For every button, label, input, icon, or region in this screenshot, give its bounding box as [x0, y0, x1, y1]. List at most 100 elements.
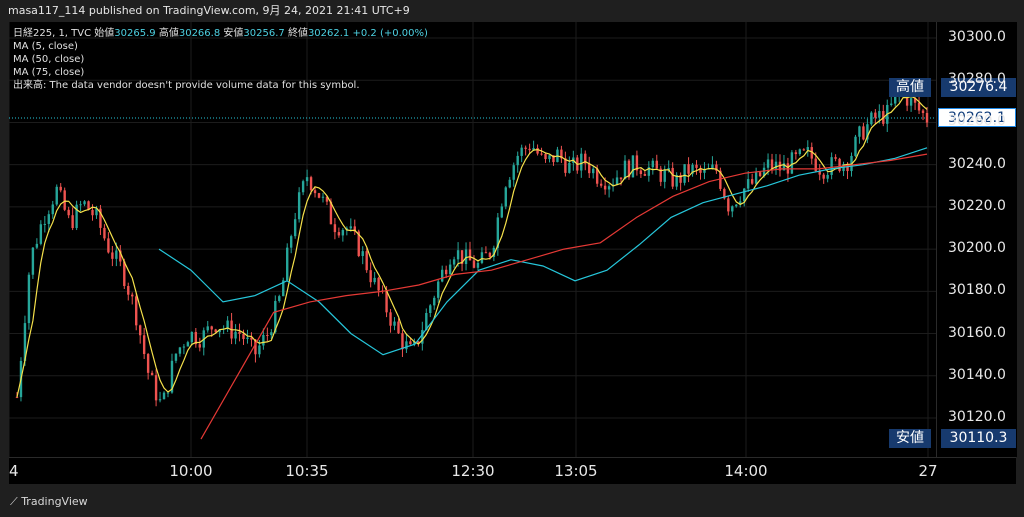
y-tick-label: 30300.0 [948, 29, 1006, 45]
high-tag-label: 高値 [889, 78, 931, 97]
candle-body [448, 264, 452, 275]
candle-body [619, 177, 623, 180]
candle-body [874, 112, 877, 118]
candle-body [305, 177, 309, 182]
publisher-text: masa117_114 published on TradingView.com… [8, 4, 410, 17]
candle-body [548, 155, 551, 160]
candle-body [480, 252, 484, 263]
candle-body [790, 152, 794, 174]
candle-body [158, 399, 162, 401]
candle-body [142, 335, 146, 355]
candle-body [39, 224, 43, 244]
candle-body [59, 186, 62, 191]
candle-body [429, 305, 432, 314]
change-value: +0.2 (+0.00%) [352, 28, 428, 39]
candle-body [750, 179, 754, 184]
candle-body [55, 186, 58, 205]
candle-body [63, 190, 66, 210]
price-chart[interactable] [8, 22, 936, 457]
candle-body [321, 196, 325, 198]
candle-body [377, 277, 380, 291]
candle-body [190, 332, 194, 343]
candle-body [218, 329, 221, 333]
candle-body [31, 247, 35, 275]
candle-body [365, 251, 368, 271]
candle-body [909, 98, 913, 106]
candle-body [655, 160, 658, 169]
candle-body [444, 269, 448, 275]
tradingview-logo[interactable]: ⟋ TradingView [10, 495, 88, 509]
candle-body [925, 113, 929, 123]
candle-body [854, 136, 857, 156]
candle-body [754, 172, 758, 184]
candle-body [826, 174, 829, 179]
high-tag-value: 30276.4 [941, 78, 1016, 97]
candle-body [500, 206, 504, 218]
candle-body [476, 262, 480, 268]
candle-body [206, 326, 209, 331]
candle-body [917, 102, 921, 111]
ma50-legend[interactable]: MA (50, close) [13, 54, 85, 65]
chart-area[interactable] [8, 22, 936, 457]
candle-body [592, 168, 595, 174]
candle-body [536, 147, 539, 154]
candle-body [659, 168, 662, 182]
candle-body [568, 162, 571, 173]
candle-body [440, 269, 444, 282]
candle-body [758, 172, 762, 177]
chart-legend: 日経225, 1, TVC 始値30265.9 高値30266.8 安値3025… [13, 27, 428, 92]
candle-body [647, 167, 651, 176]
candle-body [679, 175, 682, 183]
candle-body [170, 360, 174, 393]
candle-body [178, 347, 182, 354]
candle-body [135, 296, 138, 326]
candle-body [631, 155, 635, 178]
candle-body [691, 164, 694, 174]
candle-body [540, 153, 543, 155]
candle-body [162, 392, 166, 400]
candle-body [635, 155, 639, 171]
candle-body [595, 168, 599, 184]
candle-body [425, 313, 428, 331]
candle-body [623, 160, 627, 180]
x-tick-label: 10:00 [169, 462, 213, 480]
ohlc-line: 日経225, 1, TVC 始値30265.9 高値30266.8 安値3025… [13, 27, 428, 40]
ma75-legend[interactable]: MA (75, close) [13, 67, 85, 78]
candle-body [278, 296, 281, 301]
candle-body [528, 148, 531, 151]
candle-body [293, 219, 297, 237]
candle-body [337, 232, 341, 236]
candle-body [242, 333, 245, 340]
candle-body [488, 252, 492, 257]
candle-body [484, 252, 488, 254]
y-tick-label: 30120.0 [948, 409, 1006, 425]
candle-body [560, 149, 563, 159]
candle-body [262, 334, 265, 346]
candle-body [516, 155, 519, 166]
high-label: 高値 [158, 28, 179, 39]
candle-body [603, 185, 607, 190]
candle-body [123, 261, 126, 286]
candle-body [532, 147, 535, 151]
y-tick-label: 30280.0 [948, 71, 1006, 88]
time-axis[interactable] [9, 457, 1016, 484]
candle-body [182, 346, 186, 348]
high-value: 30266.8 [178, 28, 221, 39]
candle-body [890, 103, 893, 105]
candle-body [250, 337, 253, 340]
candle-body [663, 170, 666, 182]
symbol-label: 日経225, 1, TVC [13, 28, 92, 39]
candle-body [739, 201, 742, 205]
candle-body [584, 153, 587, 164]
candle-body [194, 332, 198, 345]
candle-body [464, 249, 468, 265]
tradingview-icon: ⟋ [10, 495, 22, 508]
candle-body [289, 236, 293, 248]
ma75-line [200, 153, 928, 440]
ma5-legend[interactable]: MA (5, close) [13, 41, 78, 52]
candle-body [468, 249, 472, 261]
candle-body [437, 281, 440, 298]
candle-body [341, 230, 345, 236]
close-value: 30262.1 [307, 28, 350, 39]
x-tick-label: 14:00 [724, 462, 768, 480]
